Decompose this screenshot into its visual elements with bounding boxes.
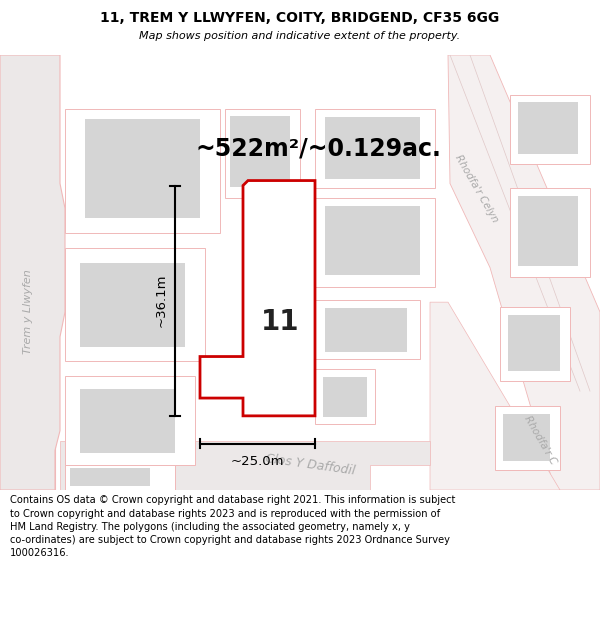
Bar [325, 308, 407, 352]
Text: 11: 11 [261, 308, 299, 336]
Bar [315, 300, 420, 359]
Bar [80, 262, 185, 347]
Text: Map shows position and indicative extent of the property.: Map shows position and indicative extent… [139, 31, 461, 41]
Polygon shape [448, 55, 600, 490]
Bar [508, 315, 560, 371]
Bar [230, 116, 290, 188]
Polygon shape [0, 55, 65, 490]
Bar [518, 196, 578, 266]
Text: Clos Y Daffodil: Clos Y Daffodil [264, 452, 356, 478]
Bar [510, 94, 590, 164]
Bar [80, 389, 175, 453]
Text: Trem y Llwyfen: Trem y Llwyfen [23, 269, 33, 354]
Polygon shape [60, 441, 430, 490]
Bar [315, 369, 375, 424]
Bar [65, 376, 195, 465]
Polygon shape [200, 181, 315, 416]
Bar [70, 468, 150, 486]
Bar [325, 118, 420, 179]
Text: ~36.1m: ~36.1m [155, 274, 167, 328]
Text: 11, TREM Y LLWYFEN, COITY, BRIDGEND, CF35 6GG: 11, TREM Y LLWYFEN, COITY, BRIDGEND, CF3… [100, 11, 500, 25]
Polygon shape [430, 302, 560, 490]
Text: Rhodfa'r Celyn: Rhodfa'r Celyn [452, 153, 499, 224]
Bar [518, 102, 578, 154]
Bar [65, 109, 220, 233]
Bar [315, 109, 435, 189]
Text: ~25.0m: ~25.0m [231, 455, 284, 468]
Bar [503, 414, 550, 461]
Bar [85, 119, 200, 218]
Bar [323, 378, 367, 417]
Bar [510, 189, 590, 278]
Text: Contains OS data © Crown copyright and database right 2021. This information is : Contains OS data © Crown copyright and d… [10, 496, 455, 558]
Polygon shape [0, 55, 55, 490]
Bar [225, 109, 300, 198]
Text: Rhodfa'r C: Rhodfa'r C [522, 414, 558, 467]
Bar [500, 307, 570, 381]
Bar [65, 465, 175, 490]
Bar [65, 248, 205, 361]
Text: ~522m²/~0.129ac.: ~522m²/~0.129ac. [195, 137, 441, 161]
Bar [315, 198, 435, 288]
Bar [495, 406, 560, 470]
Bar [325, 206, 420, 276]
